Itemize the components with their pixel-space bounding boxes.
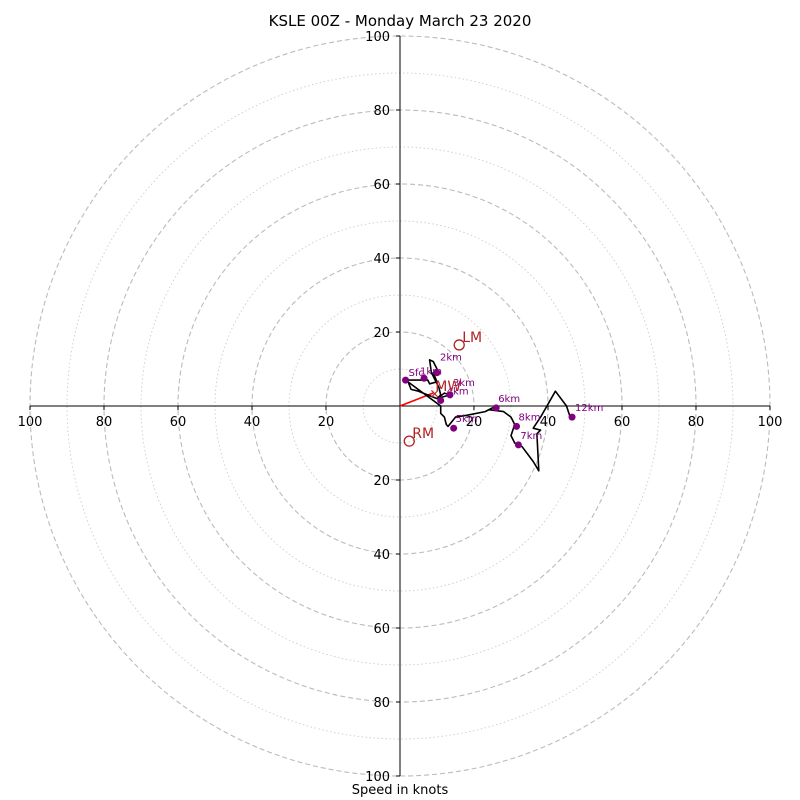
height-label-1km: 1km [420, 366, 442, 377]
height-label-7km: 7km [520, 431, 542, 442]
height-label-12km: 12km [575, 403, 603, 414]
height-label-sfc: Sfc [409, 368, 424, 379]
tick-labels: 100 80 60 40 20 20 40 60 80 100 20 20 40 40 60 60 80 80 10… [18, 30, 783, 785]
storm-motion-label-rm: RM [412, 426, 434, 442]
height-label-8km: 8km [519, 412, 541, 423]
wind-trace [404, 359, 571, 472]
y-tick-label: 40 [373, 252, 390, 267]
height-point-6km [492, 404, 500, 412]
x-tick-label: 100 [758, 415, 783, 430]
x-tick-label: 20 [318, 415, 335, 430]
mean-wind-marker: × [429, 387, 440, 402]
chart-title: KSLE 00Z - Monday March 23 2020 [268, 12, 532, 30]
y-tick-label: 40 [373, 548, 390, 563]
x-tick-label: 80 [688, 415, 705, 430]
storm-motion: LM ×MW RM [403, 330, 482, 447]
x-tick-label: 100 [18, 415, 43, 430]
height-point-12km [568, 413, 576, 421]
y-tick-label: 100 [365, 30, 390, 45]
storm-motion-marker-lm [453, 339, 465, 351]
x-tick-label: 60 [614, 415, 631, 430]
height-point-3km [446, 391, 454, 399]
x-tick-label: 40 [540, 415, 557, 430]
height-point-2km [433, 369, 441, 377]
height-label-5km: 5km [456, 414, 478, 425]
height-point-5km [450, 424, 458, 432]
storm-motion-marker-rm [403, 435, 415, 447]
y-tick-label: 20 [373, 326, 390, 341]
y-tick-label: 60 [373, 622, 390, 637]
x-tick-label: 40 [244, 415, 261, 430]
y-tick-label: 80 [373, 696, 390, 711]
height-label-2km: 2km [440, 353, 462, 364]
height-point-sfc [402, 376, 410, 384]
height-label-4km: 4km [447, 386, 469, 397]
series [399, 359, 571, 472]
height-point-1km [420, 374, 428, 382]
y-tick-label: 20 [373, 474, 390, 489]
height-point-8km [513, 422, 521, 430]
x-tick-label: 60 [170, 415, 187, 430]
x-tick-label: 80 [96, 415, 113, 430]
height-point-4km [437, 396, 445, 404]
height-label-3km: 3km [453, 378, 475, 389]
y-tick-label: 60 [373, 178, 390, 193]
storm-motion-label-lm: LM [462, 330, 482, 346]
y-tick-label: 80 [373, 104, 390, 119]
storm-motion-label-mw: MW [435, 379, 461, 395]
x-axis-label: Speed in knots [351, 783, 449, 798]
y-tick-label: 100 [365, 770, 390, 785]
x-tick-label: 20 [466, 415, 483, 430]
height-label-6km: 6km [498, 394, 520, 405]
height-point-7km [514, 441, 522, 449]
